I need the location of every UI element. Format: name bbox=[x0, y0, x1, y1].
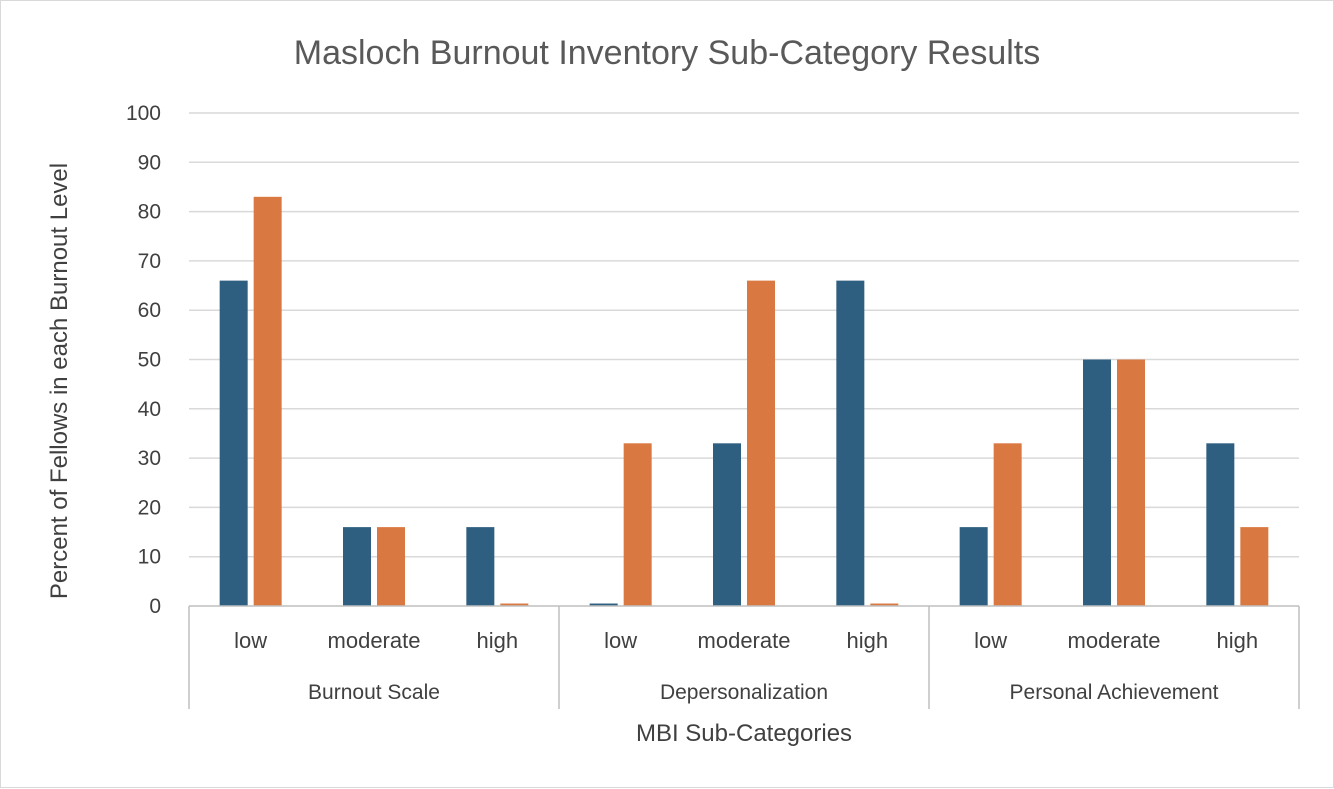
bar-series2-4 bbox=[747, 280, 775, 606]
y-tick-label: 20 bbox=[138, 496, 161, 519]
axes bbox=[188, 605, 1300, 709]
y-tick-label: 40 bbox=[138, 398, 161, 421]
bar-series2-3 bbox=[623, 443, 652, 606]
bar-series2-8 bbox=[1240, 527, 1269, 606]
bar-series2-2 bbox=[500, 603, 529, 606]
y-tick-label: 30 bbox=[138, 447, 161, 470]
gridlines bbox=[189, 112, 1299, 558]
x-category-label: high bbox=[477, 628, 519, 653]
y-tick-label: 100 bbox=[126, 102, 161, 125]
x-category-label: high bbox=[1217, 628, 1259, 653]
bar-series1-7 bbox=[1083, 359, 1111, 606]
bar-series2-6 bbox=[993, 443, 1022, 606]
bar-series1-8 bbox=[1206, 443, 1235, 606]
bar-series1-3 bbox=[589, 603, 618, 606]
x-group-label: Burnout Scale bbox=[308, 681, 440, 704]
x-category-label: moderate bbox=[698, 628, 791, 653]
x-category-label: moderate bbox=[328, 628, 421, 653]
bar-series2-1 bbox=[377, 527, 405, 606]
bar-series2-5 bbox=[870, 603, 899, 606]
bars bbox=[219, 196, 1269, 606]
x-group-label: Personal Achievement bbox=[1010, 681, 1219, 704]
chart-title: Masloch Burnout Inventory Sub-Category R… bbox=[294, 34, 1040, 72]
x-axis-title: MBI Sub-Categories bbox=[636, 720, 852, 747]
y-tick-label: 50 bbox=[138, 349, 161, 372]
bar-series1-6 bbox=[959, 527, 988, 606]
y-tick-label: 60 bbox=[138, 299, 161, 322]
x-category-label: moderate bbox=[1068, 628, 1161, 653]
bar-series1-2 bbox=[466, 527, 495, 606]
y-tick-label: 90 bbox=[138, 151, 161, 174]
x-category-label: low bbox=[974, 628, 1007, 653]
bar-series1-0 bbox=[219, 280, 248, 606]
bar-series1-1 bbox=[343, 527, 371, 606]
y-axis-title: Percent of Fellows in each Burnout Level bbox=[46, 163, 73, 599]
bar-series1-4 bbox=[713, 443, 741, 606]
bar-series2-7 bbox=[1117, 359, 1145, 606]
y-tick-label: 0 bbox=[149, 595, 161, 618]
y-tick-label: 80 bbox=[138, 201, 161, 224]
bar-series2-0 bbox=[253, 196, 282, 606]
labels: 0 10 20 30 40 50 60 70 80 90 100 low moderate high low… bbox=[126, 102, 1258, 704]
y-tick-label: 10 bbox=[138, 546, 161, 569]
x-category-label: low bbox=[234, 628, 267, 653]
y-tick-label: 70 bbox=[138, 250, 161, 273]
x-category-label: high bbox=[847, 628, 889, 653]
x-category-label: low bbox=[604, 628, 637, 653]
x-group-label: Depersonalization bbox=[660, 681, 828, 704]
bar-series1-5 bbox=[836, 280, 865, 606]
